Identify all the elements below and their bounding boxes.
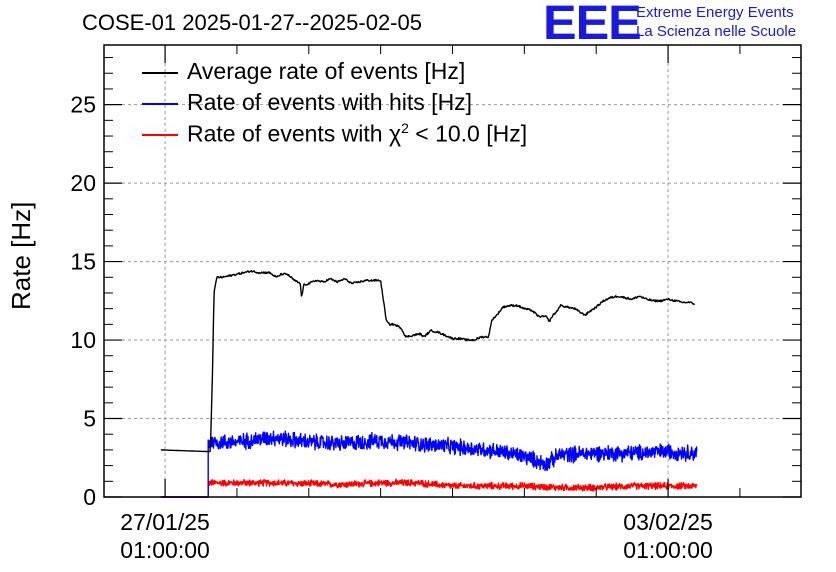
legend-label-average: Average rate of events [Hz] <box>187 58 466 84</box>
x-tick-date: 27/01/25 <box>120 509 210 535</box>
x-tick-label: 03/02/25 01:00:00 <box>608 508 728 564</box>
legend-swatch-hits <box>142 103 178 105</box>
series-line-hits <box>160 430 698 498</box>
logo-line-1: Extreme Energy Events <box>636 4 794 21</box>
series-line-average <box>160 269 695 453</box>
grid-lines <box>104 45 801 497</box>
logo-line-2: La Scienza nelle Scuole <box>636 23 797 40</box>
eee-logo: EEE <box>543 0 642 50</box>
legend-label-chi2: Rate of events with χ2 < 10.0 [Hz] <box>187 120 527 148</box>
y-tick-label: 5 <box>83 406 96 432</box>
y-tick-label: 20 <box>70 170 96 196</box>
y-axis-label: Rate [Hz] <box>6 201 36 310</box>
legend-label-hits: Rate of events with hits [Hz] <box>187 89 473 115</box>
x-tick-label: 27/01/25 01:00:00 <box>105 508 225 564</box>
axis-ticks: 0 5 10 15 20 25 <box>70 45 801 510</box>
logo-caption: Extreme Energy Events La Scienza nelle S… <box>636 3 796 41</box>
legend-chi2-suffix: < 10.0 [Hz] <box>408 120 528 147</box>
legend-chi2-symbol: χ <box>389 120 402 147</box>
legend-chi2-superscript: 2 <box>401 120 409 136</box>
y-tick-label: 15 <box>70 249 96 275</box>
y-tick-label: 0 <box>83 484 96 510</box>
x-tick-time: 01:00:00 <box>120 537 210 563</box>
series-layer <box>160 269 698 498</box>
y-tick-label: 10 <box>70 327 96 353</box>
x-tick-time: 01:00:00 <box>623 537 713 563</box>
chart-title: COSE-01 2025-01-27--2025-02-05 <box>82 10 422 35</box>
y-tick-label: 25 <box>70 92 96 118</box>
legend-swatch-chi2 <box>142 134 178 136</box>
legend-chi2-prefix: Rate of events with <box>187 120 389 147</box>
x-tick-date: 03/02/25 <box>623 509 713 535</box>
series-line-chi2 <box>160 478 698 498</box>
legend-swatch-average <box>142 72 178 74</box>
